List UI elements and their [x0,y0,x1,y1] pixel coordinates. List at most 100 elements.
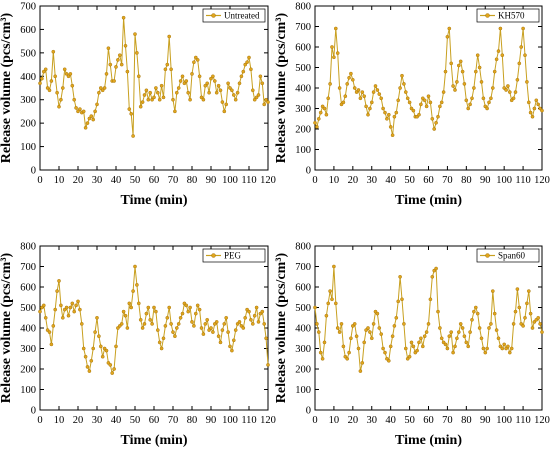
data-point [498,26,503,31]
x-tick-label: 50 [130,175,141,186]
data-point [161,95,166,100]
data-point [57,104,61,109]
legend-box [476,8,540,23]
x-tick-label: 100 [496,415,512,426]
data-point [230,88,234,93]
data-point [489,96,493,101]
data-point [468,330,472,334]
data-point [407,354,412,359]
data-point [504,88,508,92]
data-point [157,340,162,345]
x-tick-label: 0 [312,175,317,186]
chart-panel-2: 0 10 20 30 40 50 60 70 80 90 100 110 120010020030040… [274,2,550,209]
x-tick-label: 50 [404,175,415,186]
data-point [249,67,253,72]
data-point [343,94,348,98]
data-point [527,289,531,293]
data-point [266,363,270,367]
data-point [93,330,97,334]
data-point [150,97,154,102]
data-point [220,328,225,332]
data-point [192,324,196,328]
x-tick-label: 0 [37,415,42,426]
data-point [133,32,137,36]
data-point [136,74,141,79]
data-point [349,336,353,341]
legend-label: PEG [224,251,242,261]
data-point [335,51,340,55]
data-point [438,104,442,109]
data-point [386,112,391,117]
y-axis-title: Release volume (pcs/cm³) [274,252,289,403]
data-point [443,69,448,74]
data-point [131,134,135,138]
data-point [364,104,368,109]
data-point [211,330,215,334]
data-point [458,59,463,64]
data-point [462,82,467,86]
data-point [167,34,171,39]
x-tick-label: 40 [111,415,122,426]
data-point [214,320,219,324]
data-point [135,51,139,55]
data-point [68,305,73,310]
data-point [313,121,317,125]
data-point [362,340,367,345]
x-tick-label: 110 [241,415,256,426]
data-point [148,90,152,95]
data-point [38,309,42,314]
data-point [138,104,143,109]
data-point [464,98,469,103]
data-point [400,297,404,302]
x-tick-label: 120 [260,175,276,186]
legend-box [202,248,266,263]
data-point [220,100,225,104]
data-point [315,322,319,326]
series-line [314,266,543,372]
data-point [332,55,336,60]
data-point [218,88,223,93]
data-point [127,301,132,306]
data-point [328,289,332,293]
data-point [163,324,168,328]
x-tick-label: 10 [329,415,340,426]
y-tick-label: 400 [20,324,36,335]
data-point [252,97,257,102]
x-tick-label: 20 [73,175,84,186]
data-point [218,340,223,345]
data-point [496,336,501,341]
data-point [209,76,213,81]
x-axis-title: Time (min) [395,433,462,448]
data-point [161,336,166,341]
data-point [496,49,501,53]
data-point [203,83,208,88]
data-point [538,322,542,326]
data-point [249,317,253,322]
legend-marker [485,13,490,18]
data-point [449,330,454,334]
y-tick-label: 500 [295,63,311,74]
data-point [349,71,353,76]
data-point [394,315,399,320]
data-point [324,112,329,117]
data-point [381,106,385,111]
data-point [78,307,82,312]
plot-frame [39,245,269,411]
x-tick-label: 120 [260,415,276,426]
legend-label: KH570 [498,11,525,21]
series-line [39,17,269,137]
data-point [352,86,357,90]
data-point [214,90,219,95]
data-point [216,83,221,88]
data-point [472,86,476,90]
data-point [540,330,544,334]
chart-panel-1: 0 10 20 30 40 50 60 70 80 90 100 110 120010020030040… [0,2,276,209]
x-tick-label: 80 [187,175,198,186]
x-tick-label: 90 [206,175,217,186]
data-point [180,74,185,79]
data-point [136,301,141,306]
data-point [112,367,116,371]
data-point [241,69,246,74]
y-tick-label: 100 [20,385,36,396]
data-point [500,53,505,58]
